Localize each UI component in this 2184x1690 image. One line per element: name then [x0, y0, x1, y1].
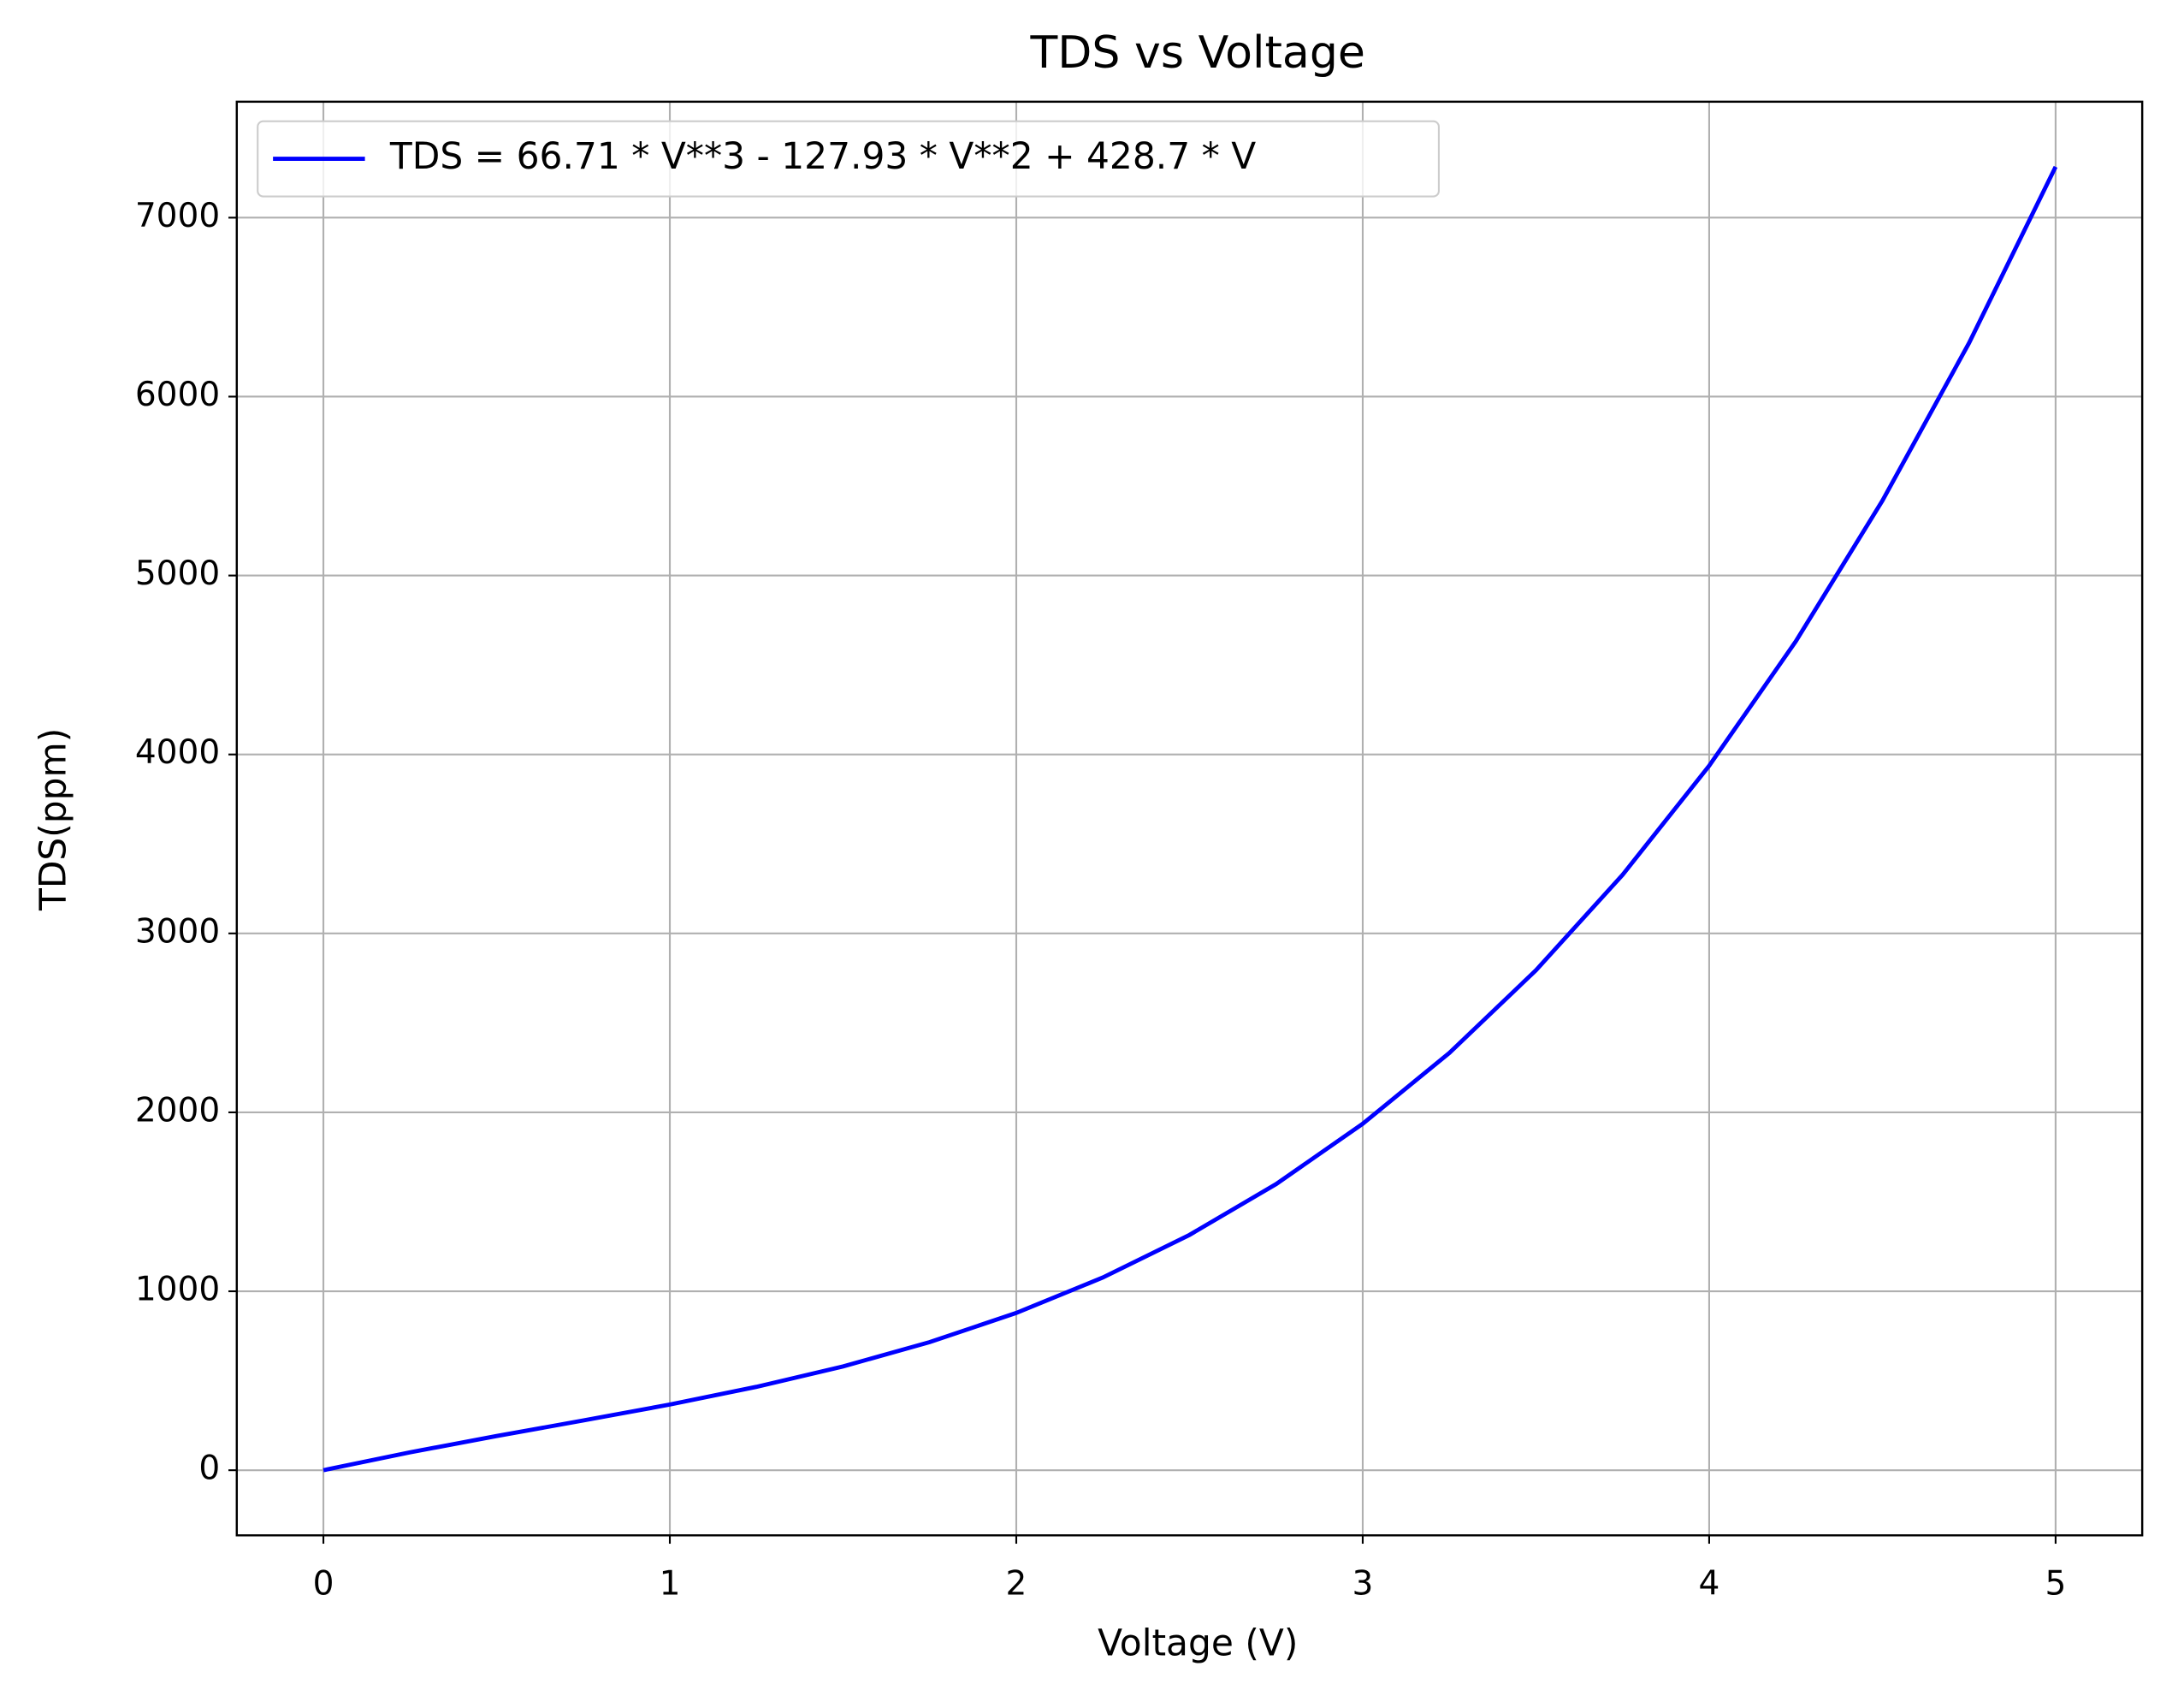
- legend-box: [257, 120, 1440, 198]
- y-tick-label: 5000: [135, 554, 220, 593]
- y-tick-label: 0: [198, 1450, 220, 1488]
- x-tick-label: 0: [313, 1564, 334, 1603]
- y-tick-label: 1000: [135, 1271, 220, 1309]
- x-tick-label: 4: [1699, 1564, 1720, 1603]
- x-tick-label: 5: [2045, 1564, 2066, 1603]
- line: [323, 165, 2058, 1473]
- y-axis-label: TDS(ppm): [33, 728, 74, 911]
- y-tick-label: 2000: [135, 1091, 220, 1130]
- x-axis-label: Voltage (V): [1098, 1622, 1298, 1663]
- chart-title: TDS vs Voltage: [1029, 27, 1365, 79]
- x-tick-label: 3: [1352, 1564, 1374, 1603]
- plot-frame: [235, 100, 2144, 1537]
- y-tick-label: 3000: [135, 912, 220, 951]
- y-tick-label: 6000: [135, 376, 220, 414]
- x-tick-label: 1: [660, 1564, 681, 1603]
- y-tick-label: 7000: [135, 197, 220, 235]
- y-tick-label: 4000: [135, 733, 220, 772]
- x-tick-label: 2: [1006, 1564, 1027, 1603]
- legend-label: TDS = 66.71 * V**3 - 127.93 * V**2 + 428…: [389, 135, 1256, 177]
